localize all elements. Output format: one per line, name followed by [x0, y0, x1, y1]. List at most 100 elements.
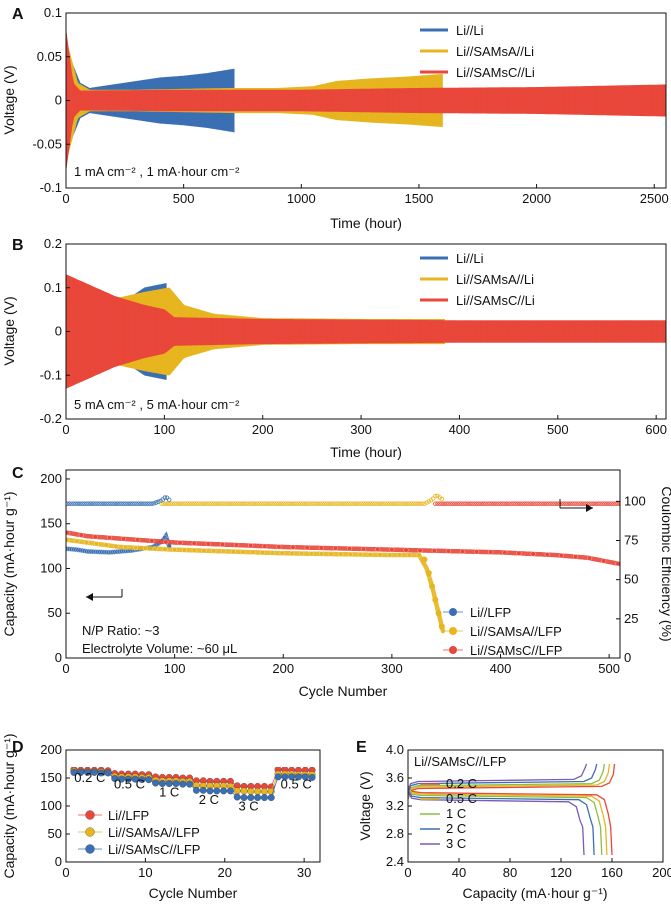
d-series-2-point	[233, 787, 241, 795]
c-series-3-ce-point	[489, 501, 495, 506]
c-series-3-ce-point	[485, 501, 490, 506]
c-series-2-ce-point	[333, 501, 338, 506]
c-series-3-ce-point	[572, 501, 577, 506]
d-series-3-point	[281, 773, 289, 781]
c-series-2-capacity-point	[172, 547, 178, 553]
c-xtick-label: 0	[62, 661, 69, 676]
c-series-2-ce-point	[413, 501, 418, 506]
c-series-2-ce-point	[263, 501, 269, 506]
b-ytick-label: 0.2	[44, 236, 62, 251]
panel-e-plot-area	[408, 763, 616, 856]
d-series-3-point	[84, 768, 91, 776]
panel-c-legend-2: Li//SAMsA//LFP	[470, 624, 562, 639]
c-series-3-capacity	[66, 530, 620, 567]
b-xtick-label: 500	[547, 422, 569, 437]
d-rate-label: 1 C	[159, 784, 179, 799]
c-series-2-ce-point	[365, 501, 371, 506]
c-series-2-ce-point	[300, 501, 306, 506]
d-series-3-point	[124, 775, 132, 783]
c-series-3-capacity-point	[304, 545, 310, 551]
c-series-1-ce-point	[82, 501, 87, 506]
c-series-2-ce-point	[320, 501, 325, 506]
c-series-2-capacity-point	[406, 552, 412, 558]
e-series-4-discharge	[408, 790, 595, 856]
d-rate-label: 0.5 C	[114, 777, 145, 792]
c-series-3-ce-point	[502, 501, 508, 506]
c-series-2-capacity-point	[142, 545, 148, 551]
c-series-1-ce-point	[166, 497, 172, 502]
c-series-1-ce-point	[119, 501, 124, 506]
c-series-2-capacity-point	[357, 552, 363, 557]
c-y2tick-label: 75	[624, 533, 638, 548]
panel-a-xlabel: Time (hour)	[330, 215, 402, 231]
c-series-3-ce-point	[452, 501, 458, 506]
c-series-2-capacity-point	[221, 548, 226, 554]
a-xtick-label: 1500	[404, 191, 433, 206]
c-series-3-ce-point	[493, 501, 499, 506]
panel-c-legend-1: Li//LFP	[470, 605, 511, 620]
panel-d: D 0 10 20 30 0 50 100 150 200 0.2 C 0.5 C 1 C 2 C 3 C…	[1, 733, 321, 901]
panel-d-legend: Li//LFP Li//SAMsA//LFP Li//SAMsC//LFP	[78, 808, 200, 857]
c-series-2-ce-point	[309, 501, 314, 506]
panel-c-annotation-electrolyte: Electrolyte Volume: ~60 μL	[82, 641, 237, 656]
c-series-3-ce-point	[474, 501, 479, 506]
c-series-3-ce-point	[496, 501, 501, 506]
c-series-3-ce-point	[598, 501, 603, 506]
panel-c-right-arrow	[559, 499, 593, 512]
c-series-1-ce-point	[149, 501, 155, 506]
c-series-3-ce-point	[548, 501, 553, 506]
c-series-1-ce-point	[110, 501, 115, 506]
d-series-3-point	[288, 773, 296, 781]
b-xtick-label: 0	[62, 422, 69, 437]
panel-a-label: A	[12, 6, 24, 23]
c-series-3-ce-point	[443, 501, 449, 506]
c-series-3-capacity-point	[587, 555, 593, 561]
e-ytick-label: 4.0	[386, 742, 404, 757]
d-series-2-point	[247, 787, 255, 795]
c-series-1-ce-point	[147, 501, 152, 506]
d-series-3-point	[104, 769, 112, 777]
e-series-5-charge	[408, 763, 588, 793]
c-series-3-capacity-point	[78, 532, 84, 538]
c-series-2-capacity-point	[269, 550, 275, 556]
c-series-2-ce-point	[209, 501, 214, 506]
c-series-3-ce-point	[487, 501, 492, 506]
c-xtick-label: 500	[598, 661, 620, 676]
c-series-1-ce-point	[66, 501, 70, 506]
c-series-3-ce-point	[554, 501, 560, 506]
c-series-3-ce-point	[578, 501, 584, 506]
c-series-1-ce-point	[125, 501, 131, 506]
panel-b-legend: Li//Li Li//SAMsA//Li Li//SAMsC//Li	[420, 251, 535, 308]
c-series-2-ce-point	[254, 501, 260, 506]
e-xtick-label: 120	[550, 865, 572, 880]
c-series-2-ce-point	[357, 501, 362, 506]
c-series-2-ce-point	[224, 501, 229, 506]
c-series-3-ce-point	[463, 501, 468, 506]
panel-c-frame	[65, 469, 621, 659]
c-series-3-capacity-point	[516, 550, 522, 556]
c-series-2-ce-point	[244, 501, 249, 506]
d-series-3-point	[233, 793, 241, 801]
c-series-3-capacity-point	[66, 530, 70, 536]
c-series-2-ce-point	[248, 501, 253, 506]
c-series-3-ce-point	[593, 501, 599, 506]
c-series-3-capacity-point	[248, 543, 254, 549]
e-series-3-discharge	[408, 788, 603, 856]
d-rate-label: 2 C	[199, 792, 219, 807]
c-series-3-ce-point	[583, 501, 588, 506]
c-series-2-capacity-point	[123, 544, 129, 550]
panel-a-ylabel: Voltage (V)	[1, 65, 17, 134]
d-series-3-point	[247, 794, 255, 802]
c-series-3-capacity-point	[318, 545, 324, 551]
c-series-3-ce-point	[483, 501, 488, 506]
panel-c-ylabel: Capacity (mA·hour g⁻¹)	[1, 491, 17, 636]
panel-e-label: E	[356, 739, 367, 756]
c-series-3-ce-point	[491, 501, 497, 506]
c-series-3-ce-point	[511, 501, 516, 506]
d-rate-label: 0.5 C	[281, 777, 312, 792]
c-series-2-ce-point	[215, 501, 221, 506]
c-series-2-ce-point	[261, 501, 266, 506]
c-series-3-ce-point	[454, 501, 460, 506]
panel-a-legend-3: Li//SAMsC//Li	[456, 65, 535, 80]
c-series-3-ce-point	[435, 501, 440, 506]
